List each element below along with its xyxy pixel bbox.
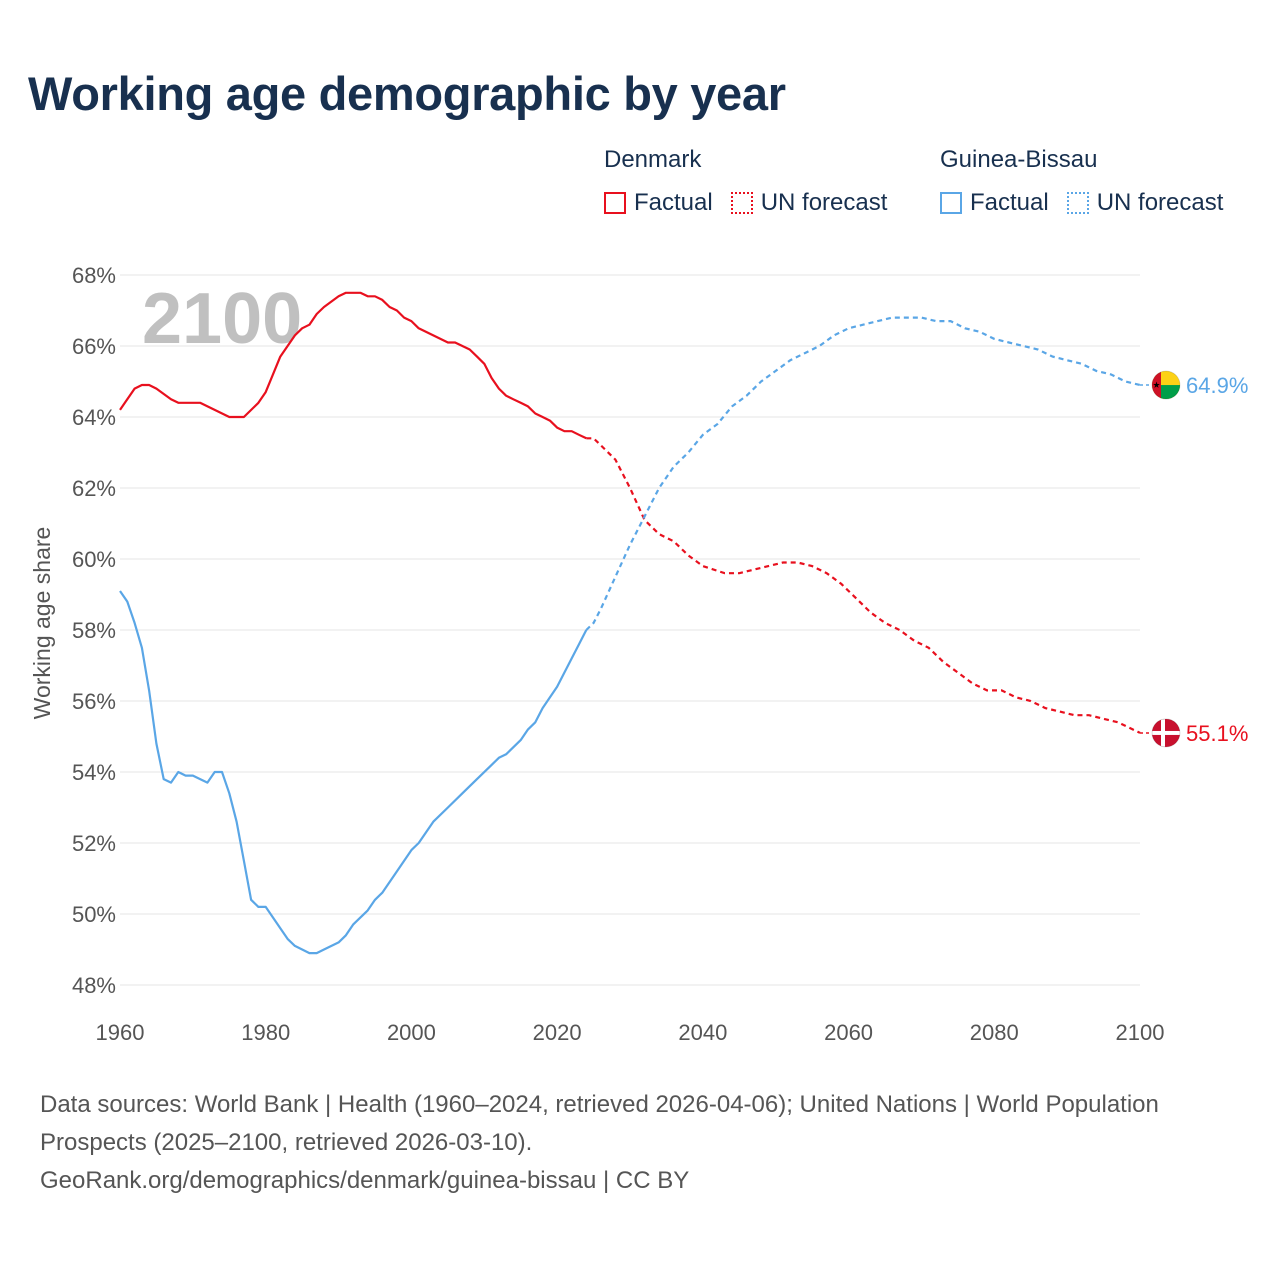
y-tick-label: 68% [72,263,116,288]
denmark-flag-icon [1151,718,1181,748]
footer-sources: Data sources: World Bank | Health (1960–… [40,1091,1159,1156]
y-tick-label: 54% [72,760,116,785]
x-tick-label: 1960 [96,1020,145,1045]
y-tick-label: 60% [72,547,116,572]
y-tick-label: 52% [72,831,116,856]
x-tick-label: 2020 [533,1020,582,1045]
legend-title-denmark: Denmark [604,146,702,173]
x-tick-label: 2040 [678,1020,727,1045]
chart-title: Working age demographic by year [28,67,786,120]
y-tick-label: 58% [72,618,116,643]
legend-swatch-dotted-icon [1066,192,1089,214]
y-axis-ticks: 48% 50% 52% 54% 56% 58% 60% 62% 64% 66% 68% [72,263,116,998]
y-tick-label: 56% [72,689,116,714]
legend-label: Factual [970,189,1049,216]
end-value-label-denmark: 55.1% [1186,721,1248,746]
year-display: 2100 [142,279,302,359]
y-tick-label: 48% [72,973,116,998]
x-tick-label: 1980 [241,1020,290,1045]
y-tick-label: 50% [72,902,116,927]
series-line-guinea-bissau-factual[interactable] [119,590,588,955]
legend-label: Factual [634,189,713,216]
series-lines [119,291,1141,955]
end-value-label-guinea-bissau: 64.9% [1186,373,1248,398]
x-tick-label: 2100 [1116,1020,1165,1045]
legend-label: UN forecast [1096,189,1224,216]
x-tick-label: 2060 [824,1020,873,1045]
legend-swatch-solid-icon [604,192,626,214]
legend-swatch-dotted-icon [730,192,753,214]
legend-group-denmark: Denmark Factual UN forecast [604,146,887,218]
series-line-denmark-factual[interactable] [119,291,587,440]
line-chart: 48%50%52%54%56%58%60%62%64%66%68% 1960 19… [29,263,1248,1045]
x-tick-label: 2080 [970,1020,1019,1045]
series-line-guinea-bissau-forecast[interactable] [585,316,1141,631]
legend-guinea-bissau-factual[interactable]: Factual [940,189,1049,217]
footer: Data sources: World Bank | Health (1960–… [40,1086,1190,1200]
footer-attribution[interactable]: GeoRank.org/demographics/denmark/guinea-… [40,1167,690,1194]
grid-lines [120,274,1140,986]
legend-denmark-factual[interactable]: Factual [604,189,713,217]
y-axis-label: Working age share [29,527,55,720]
y-tick-label: 66% [72,334,116,359]
legend-title-guinea-bissau: Guinea-Bissau [940,146,1098,173]
legend-swatch-solid-icon [940,192,962,214]
legend-denmark-forecast[interactable]: UN forecast [730,189,888,217]
x-tick-label: 2000 [387,1020,436,1045]
series-line-denmark-forecast[interactable] [586,437,1141,734]
y-tick-label: 64% [72,405,116,430]
legend-label: UN forecast [760,189,888,216]
legend-guinea-bissau-forecast[interactable]: UN forecast [1066,189,1224,217]
legend-group-guinea-bissau: Guinea-Bissau Factual UN forecast [940,146,1223,218]
y-tick-label: 62% [72,476,116,501]
x-axis-ticks: 1960 1980 2000 2020 2040 2060 2080 2100 [96,1020,1165,1045]
series-end-markers: 55.1% 64.9% [1140,370,1248,748]
guinea-bissau-flag-icon [1151,370,1181,400]
